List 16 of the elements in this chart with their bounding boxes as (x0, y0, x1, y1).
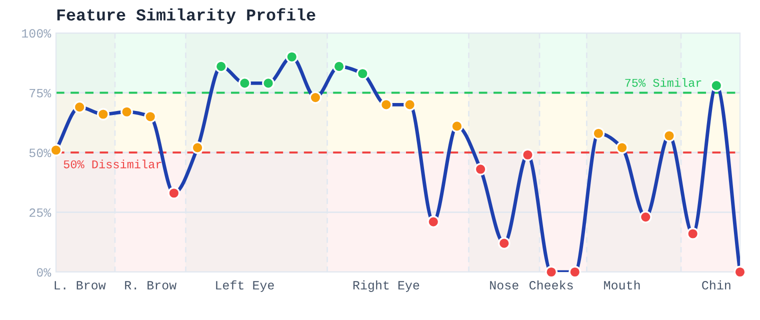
y-tick-label: 100% (22, 29, 52, 38)
x-tick-label: R. Brow (125, 281, 176, 290)
x-tick-label: L. Brow (54, 281, 106, 290)
x-tick-label: Cheeks (529, 280, 573, 290)
x-tick-label: Left Eye (216, 280, 274, 292)
x-tick-label: Right Eye (353, 280, 420, 292)
ref-line-label: 75% Similar (625, 78, 702, 87)
y-tick-label: 25% (30, 208, 52, 217)
y-tick-label: 50% (29, 148, 52, 158)
x-tick-label: Mouth (604, 280, 640, 290)
x-tick-label: Nose (490, 281, 518, 290)
chart-title: Feature Similarity Profile (57, 8, 316, 24)
x-tick-label: Chin (702, 280, 730, 290)
y-tick-label: 75% (30, 88, 52, 98)
ref-line-label: 50% Dissimilar (64, 160, 162, 168)
y-tick-label: 0% (36, 268, 52, 277)
